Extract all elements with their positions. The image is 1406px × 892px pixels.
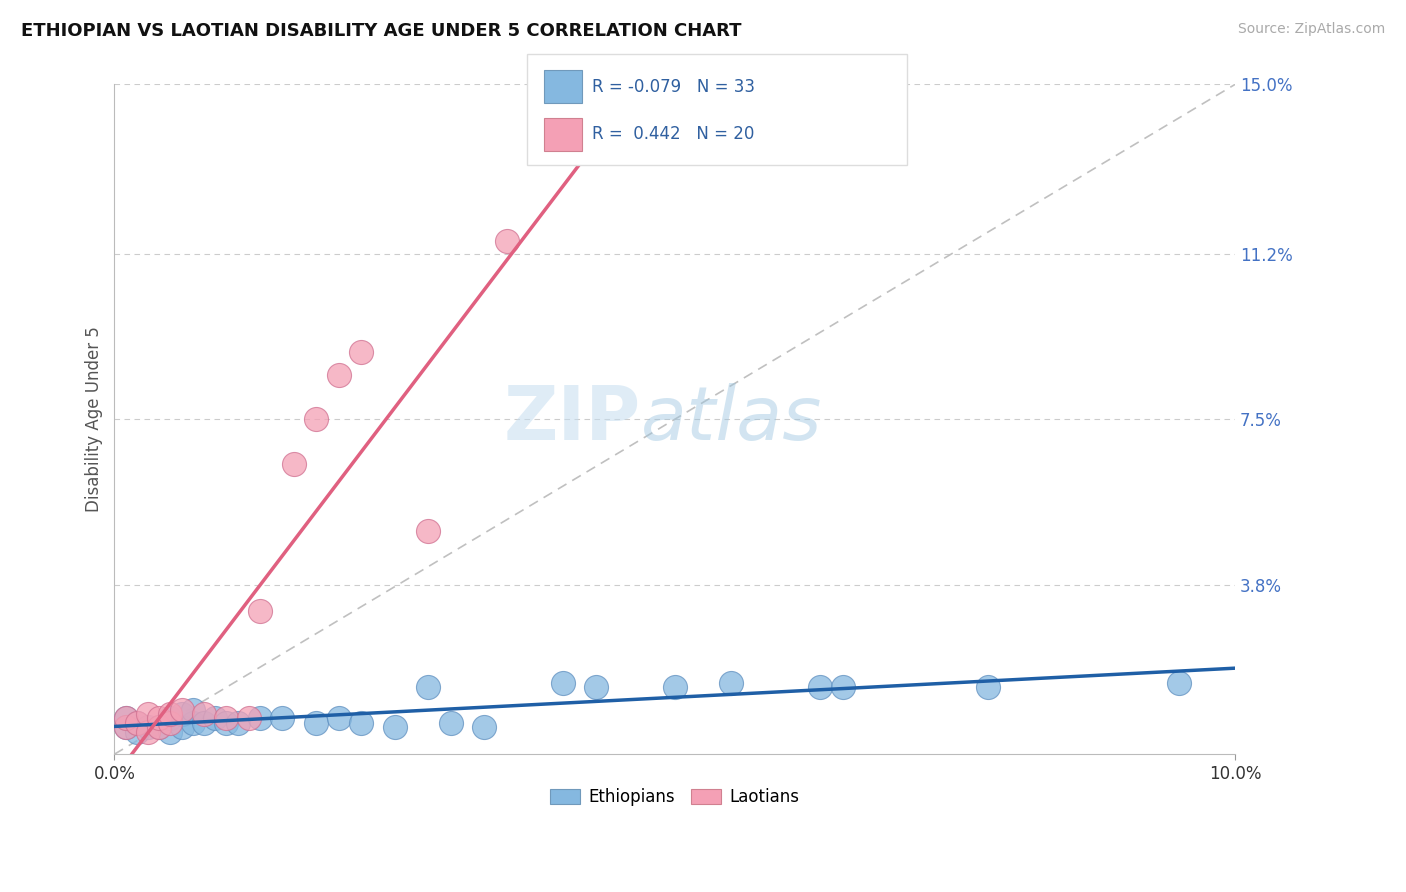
Point [170, 702, 193, 716]
Point [204, 711, 226, 725]
Point [114, 720, 136, 734]
Point [136, 724, 159, 739]
Point [271, 711, 294, 725]
Point [181, 715, 204, 730]
Text: R = -0.079   N = 33: R = -0.079 N = 33 [592, 78, 755, 96]
Point [977, 680, 1000, 694]
Point [305, 715, 328, 730]
Point [193, 706, 215, 721]
Point [114, 720, 136, 734]
Point [439, 715, 461, 730]
Point [328, 368, 350, 382]
Point [181, 702, 204, 716]
Point [170, 706, 193, 721]
Point [114, 711, 136, 725]
Point [249, 711, 271, 725]
Text: R =  0.442   N = 20: R = 0.442 N = 20 [592, 125, 754, 144]
Point [114, 711, 136, 725]
Point [418, 680, 440, 694]
Point [159, 706, 181, 721]
Point [148, 720, 170, 734]
Point [831, 680, 853, 694]
Point [125, 724, 148, 739]
Legend: Ethiopians, Laotians: Ethiopians, Laotians [543, 781, 806, 813]
Text: ETHIOPIAN VS LAOTIAN DISABILITY AGE UNDER 5 CORRELATION CHART: ETHIOPIAN VS LAOTIAN DISABILITY AGE UNDE… [21, 22, 741, 40]
Point [148, 720, 170, 734]
Point [551, 675, 574, 690]
Point [495, 234, 517, 248]
Point [159, 724, 181, 739]
Point [350, 345, 373, 359]
Point [159, 711, 181, 725]
Point [328, 711, 350, 725]
Point [170, 720, 193, 734]
Point [1168, 675, 1191, 690]
Point [283, 457, 305, 471]
Point [249, 604, 271, 618]
Point [148, 711, 170, 725]
Point [215, 711, 238, 725]
Point [136, 720, 159, 734]
Y-axis label: Disability Age Under 5: Disability Age Under 5 [86, 326, 103, 512]
Point [418, 524, 440, 538]
Text: Source: ZipAtlas.com: Source: ZipAtlas.com [1237, 22, 1385, 37]
Point [136, 706, 159, 721]
Point [720, 675, 742, 690]
Point [808, 680, 831, 694]
Point [159, 715, 181, 730]
Point [305, 412, 328, 426]
Text: atlas: atlas [641, 384, 823, 455]
Point [125, 715, 148, 730]
Point [384, 720, 406, 734]
Point [472, 720, 495, 734]
Point [125, 715, 148, 730]
Point [350, 715, 373, 730]
Point [226, 715, 249, 730]
Point [238, 711, 260, 725]
Text: ZIP: ZIP [503, 383, 641, 456]
Point [215, 715, 238, 730]
Point [664, 680, 686, 694]
Point [193, 715, 215, 730]
Point [585, 680, 607, 694]
